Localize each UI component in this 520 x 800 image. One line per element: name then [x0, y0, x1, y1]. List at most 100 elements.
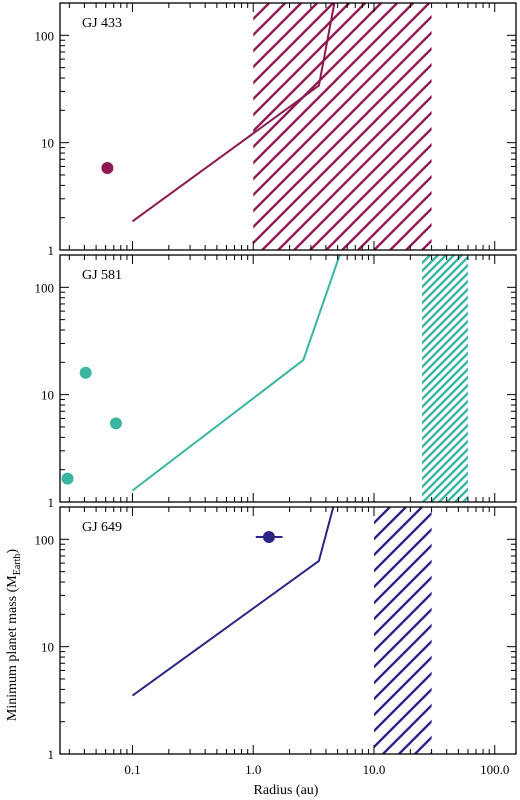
hatch-line	[373, 543, 432, 605]
hatch-line	[357, 174, 432, 250]
planet-point	[109, 417, 122, 430]
hatch-line	[422, 255, 468, 305]
hatch-line	[373, 507, 423, 557]
hatch-line	[373, 559, 432, 621]
hatch-line	[373, 623, 432, 685]
detection-limit-line	[131, 507, 335, 697]
hatch-line	[253, 14, 432, 197]
hatched-region	[373, 507, 520, 754]
hatch-line	[373, 507, 375, 509]
y-tick-label: 10	[41, 640, 54, 655]
hatch-line	[422, 335, 468, 385]
y-tick-label: 1	[48, 243, 55, 258]
hatch-line	[373, 655, 432, 717]
hatch-line	[447, 507, 520, 754]
y-axis-label: Minimum planet mass (MEarth)	[5, 549, 23, 721]
hatch-line	[373, 687, 432, 749]
panel-2: 1 10 100 GJ 581	[35, 254, 517, 510]
hatch-line	[422, 255, 423, 257]
hatch-line	[277, 94, 432, 250]
hatch-line	[373, 607, 432, 669]
hatch-line	[422, 423, 468, 473]
hatch-line	[422, 439, 468, 489]
hatch-line	[422, 255, 455, 289]
detection-limit-line	[131, 255, 341, 492]
hatch-line	[422, 311, 468, 361]
hatch-line	[373, 190, 432, 250]
hatch-line	[253, 30, 432, 213]
y-axis-label-main: Minimum planet mass (M	[5, 575, 20, 721]
x-tick-label: 10.0	[363, 762, 386, 777]
hatch-line	[389, 206, 432, 250]
hatch-line	[422, 351, 468, 401]
panel-frame	[59, 254, 517, 503]
hatch-line	[253, 3, 399, 149]
y-tick-label: 1	[48, 495, 55, 510]
hatch-line	[373, 507, 391, 525]
hatch-line	[414, 735, 432, 754]
hatch-line	[253, 3, 287, 37]
hatch-line	[325, 142, 432, 250]
hatch-line	[253, 3, 415, 165]
hatch-line	[438, 3, 520, 250]
y-axis-label-subscript: Earth	[12, 554, 23, 576]
hatch-line	[422, 303, 468, 353]
planet-point	[101, 162, 114, 175]
hatch-line	[253, 3, 367, 117]
hatch-line	[253, 3, 303, 53]
hatch-line	[422, 319, 468, 369]
hatch-line	[422, 343, 468, 393]
hatch-line	[253, 3, 335, 85]
panel-3: 1 10 100 GJ 649 0.1 1.0 10.0 100.0	[35, 506, 520, 777]
panel-label: GJ 649	[82, 520, 122, 535]
hatch-line	[422, 255, 447, 281]
planet-point	[61, 472, 74, 485]
panel-label: GJ 581	[82, 268, 122, 283]
hatch-line	[261, 78, 432, 250]
planet-point	[79, 366, 92, 379]
hatch-line	[421, 238, 432, 250]
hatch-line	[430, 751, 432, 754]
hatched-region	[422, 255, 468, 502]
hatch-line	[422, 271, 468, 321]
hatch-line	[422, 375, 468, 425]
hatch-line	[253, 62, 432, 245]
hatch-line	[373, 575, 432, 637]
hatch-line	[373, 527, 432, 589]
panel-frame	[59, 2, 517, 251]
hatched-region	[253, 3, 520, 250]
hatch-line	[422, 263, 468, 313]
hatch-line	[253, 46, 432, 229]
y-tick-label: 100	[35, 28, 55, 43]
hatch-line	[373, 591, 432, 653]
hatch-line	[253, 3, 271, 21]
planet-point	[262, 531, 275, 544]
hatch-line	[373, 671, 432, 733]
detection-limit-line	[131, 3, 336, 223]
y-tick-label: 1	[48, 747, 55, 762]
hatch-line	[341, 158, 432, 250]
hatch-line	[422, 359, 468, 409]
panel-label: GJ 433	[82, 16, 122, 31]
hatch-line	[309, 126, 432, 250]
hatch-line	[422, 255, 439, 273]
hatch-line	[373, 507, 407, 541]
panel-frame	[59, 506, 517, 755]
x-axis-label: Radius (au)	[254, 783, 319, 798]
hatch-line	[382, 703, 432, 754]
hatch-line	[422, 279, 468, 329]
hatch-line	[373, 511, 432, 573]
panel-1: 1 10 100 GJ 433	[35, 2, 520, 258]
x-tick-label: 0.1	[124, 762, 140, 777]
y-tick-label: 100	[35, 532, 55, 547]
x-tick-label: 1.0	[245, 762, 261, 777]
hatch-line	[422, 367, 468, 417]
hatch-line	[422, 327, 468, 377]
hatch-line	[422, 431, 468, 481]
hatch-line	[253, 3, 319, 69]
hatch-line	[422, 287, 468, 337]
y-tick-label: 10	[41, 136, 54, 151]
y-tick-label: 10	[41, 388, 54, 403]
